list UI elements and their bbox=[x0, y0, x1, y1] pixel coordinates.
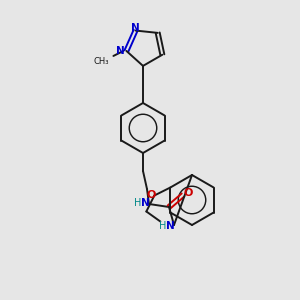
Text: N: N bbox=[116, 46, 124, 56]
Text: H: H bbox=[159, 221, 167, 231]
Text: N: N bbox=[131, 22, 140, 32]
Text: O: O bbox=[183, 188, 193, 198]
Text: O: O bbox=[147, 190, 156, 200]
Text: N: N bbox=[166, 221, 174, 231]
Text: H: H bbox=[134, 198, 142, 208]
Text: N: N bbox=[141, 198, 149, 208]
Text: CH₃: CH₃ bbox=[94, 57, 110, 66]
